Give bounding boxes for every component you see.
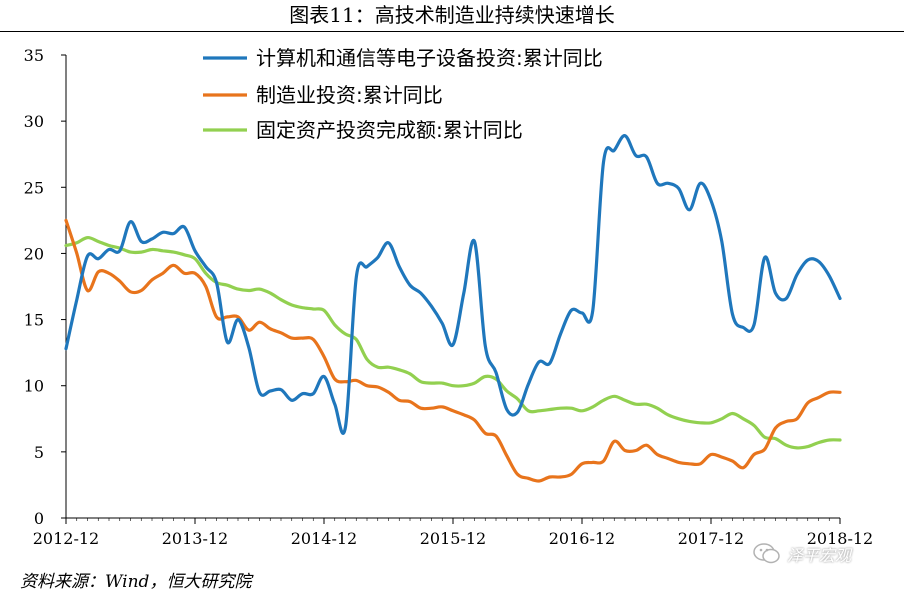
- axes: 0 5 10 15 20 25 30 35 2012-12 2013-12 2014-12 2015-…: [24, 46, 874, 548]
- x-tick-label: 2017-12: [678, 529, 744, 548]
- series-line-1: [64, 218, 842, 483]
- x-tick-label: 2014-12: [291, 529, 357, 548]
- series-line-2: [64, 235, 842, 450]
- watermark: 泽平宏观: [753, 540, 851, 568]
- x-tick-label: 2012-12: [33, 529, 99, 548]
- series-group: [64, 134, 842, 483]
- y-tick-label: 5: [34, 443, 44, 462]
- watermark-text: 泽平宏观: [787, 546, 852, 565]
- title-divider: [0, 31, 904, 32]
- series-line-0: [64, 134, 842, 435]
- y-tick-label: 25: [24, 178, 44, 197]
- line-chart: 0 5 10 15 20 25 30 35 2012-12 2013-12 2014-12 2015-…: [24, 46, 874, 548]
- x-tick-label: 2018-12: [807, 529, 873, 548]
- y-tick-label: 15: [24, 311, 44, 330]
- x-tick-label: 2013-12: [162, 529, 228, 548]
- source-note: 资料来源：Wind，恒大研究院: [20, 572, 252, 592]
- y-tick-label: 10: [24, 377, 44, 396]
- legend-label-2: 固定资产投资完成额:累计同比: [256, 118, 523, 142]
- legend-label-1: 制造业投资:累计同比: [256, 83, 443, 107]
- legend-label-0: 计算机和通信等电子设备投资:累计同比: [256, 46, 603, 70]
- legend: 计算机和通信等电子设备投资:累计同比制造业投资:累计同比固定资产投资完成额:累计…: [203, 46, 603, 142]
- y-tick-label: 20: [24, 244, 44, 263]
- x-tick-label: 2015-12: [420, 529, 486, 548]
- y-tick-label: 35: [24, 46, 44, 65]
- chart-title: 图表11：高技术制造业持续快速增长: [289, 3, 615, 27]
- y-tick-label: 0: [34, 509, 44, 528]
- wechat-icon: [753, 543, 780, 564]
- y-tick-label: 30: [24, 112, 44, 131]
- x-tick-label: 2016-12: [549, 529, 615, 548]
